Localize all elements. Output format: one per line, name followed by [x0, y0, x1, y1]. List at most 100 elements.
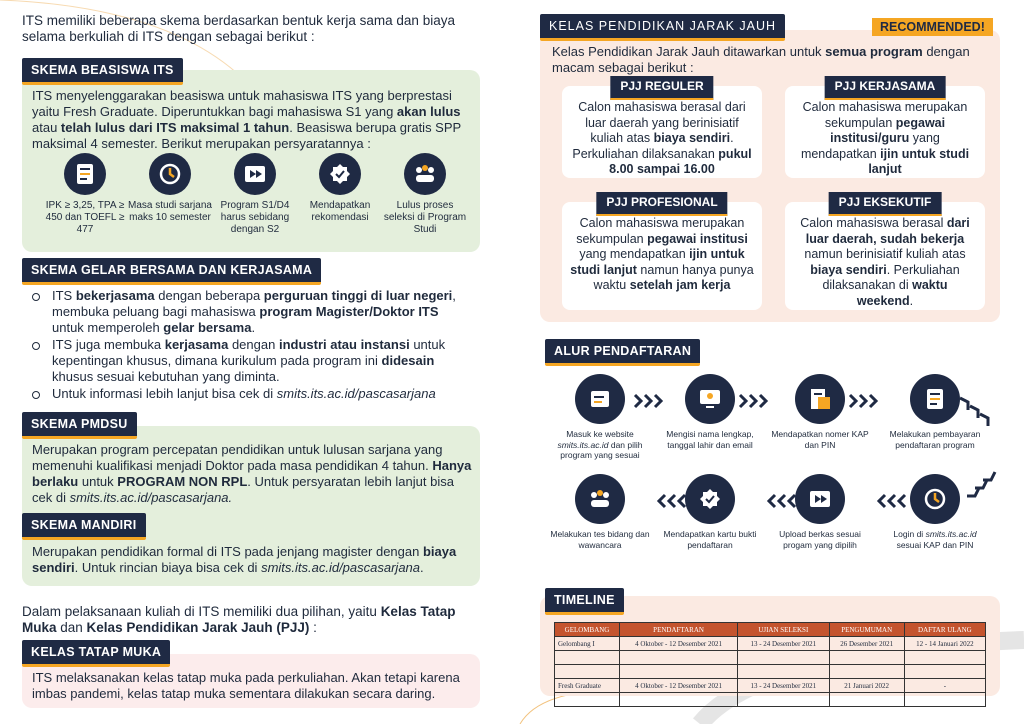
- cell: 4 Oktober - 12 Desember 2021: [619, 636, 739, 651]
- text-run: dan pilih program yang sesuai: [560, 439, 643, 461]
- card: PJJ PROFESIONAL Calon mahasiswa merupakan…: [562, 192, 762, 310]
- requirement: Program S1/D4 harus sebidang dengan S2: [213, 152, 297, 236]
- text-run: Masuk ke website: [566, 429, 634, 439]
- text-run: .: [909, 293, 914, 308]
- card-title: PJJ REGULER: [610, 76, 714, 100]
- bold-run: akan lulus: [396, 104, 461, 119]
- empty-cell: [828, 692, 905, 707]
- list-item: ITS bekerjasama dengan beberapa pergurua…: [22, 288, 472, 336]
- paragraph: Merupakan pendidikan formal di ITS pada …: [32, 544, 472, 576]
- text-run: Login di: [893, 529, 926, 539]
- bold-run: program Magister/Doktor ITS: [259, 304, 439, 319]
- requirement: IPK ≥ 3,25, TPA ≥ 450 dan TOEFL ≥ 477: [43, 152, 127, 236]
- icon: [685, 374, 735, 424]
- step-label: Login di smits.its.ac.id sesuai KAP dan …: [880, 529, 990, 550]
- list: ITS bekerjasama dengan beberapa pergurua…: [22, 288, 472, 403]
- empty-cell: [903, 692, 987, 707]
- section-label: TIMELINE: [545, 588, 624, 615]
- intro: ITS memiliki beberapa skema berdasarkan …: [22, 13, 455, 44]
- text-run: dengan: [228, 337, 279, 352]
- bold-run: kerjasama: [164, 337, 229, 352]
- step: Upload berkas sesuai progam yang dipilih: [765, 473, 875, 550]
- card-title: PJJ EKSEKUTIF: [828, 192, 942, 216]
- paragraph: Merupakan program percepatan pendidikan …: [32, 442, 472, 506]
- text-run: . Untuk persyaratan lebih lanjut bisa ce…: [32, 474, 454, 505]
- card-text: Calon mahasiswa merupakan sekumpulan peg…: [793, 100, 977, 178]
- text-run: . Perkuliahan dilaksanakan di: [822, 262, 960, 293]
- empty-cell: [737, 664, 830, 679]
- step: Masuk ke website smits.its.ac.id dan pil…: [545, 373, 655, 461]
- bold-run: didesain: [381, 353, 435, 368]
- bold-run: waktu weekend: [856, 278, 948, 308]
- icon: [404, 153, 446, 195]
- bold-run: Kelas Tatap Muka: [22, 604, 456, 635]
- row: Fresh Graduate 4 Oktober - 12 Desember 20…: [553, 678, 987, 693]
- paragraph: Dalam pelaksanaan kuliah di ITS memiliki…: [22, 604, 477, 636]
- step-label: Melakukan pembayaran pendaftaran program: [889, 429, 981, 450]
- empty-cell: [553, 664, 621, 679]
- step-label: Melakukan tes bidang dan wawancara: [550, 529, 650, 550]
- requirement: Mendapatkan rekomendasi: [298, 152, 382, 224]
- requirement: Lulus proses seleksi di Program Studi: [383, 152, 467, 236]
- bold-run: dari luar daerah, sudah bekerja: [805, 216, 970, 246]
- bold-run: semua program: [825, 44, 923, 59]
- header-cell: DAFTAR ULANG: [903, 622, 987, 637]
- bold-run: biaya sendiri: [32, 544, 457, 575]
- card-text: Calon mahasiswa merupakan sekumpulan peg…: [570, 216, 754, 294]
- bold-run: biaya sendiri: [810, 262, 887, 277]
- text-run: yang mendapatkan: [800, 131, 940, 161]
- cell: -: [903, 678, 987, 693]
- bold-run: biaya sendiri: [653, 131, 731, 145]
- text-run: Calon mahasiswa berasal dari luar daerah…: [578, 100, 746, 145]
- text-run: ITS juga membuka: [52, 337, 165, 352]
- section-label: SKEMA MANDIRI: [22, 513, 146, 540]
- text-run: Merupakan program percepatan pendidikan …: [32, 442, 443, 473]
- text-run: untuk memperoleh: [52, 320, 164, 335]
- panel: [22, 426, 480, 586]
- text-run: , membuka peluang bagi mahasiswa: [52, 288, 456, 319]
- cell: Gelombang I: [553, 636, 621, 651]
- icon: [149, 153, 191, 195]
- section-label: SKEMA BEASISWA ITS: [22, 58, 183, 85]
- text-run: Merupakan pendidikan formal di ITS pada …: [32, 544, 423, 559]
- header-cell: PENGUMUMAN: [828, 622, 905, 637]
- requirement-label: Lulus proses seleksi di Program Studi: [383, 200, 467, 235]
- italic-run: smits.its.ac.id: [557, 439, 609, 450]
- text-run: . Beasiswa berupa gratis SPP maksimal 4 …: [32, 120, 461, 151]
- italic-run: smits.its.ac.id/pascasarjana.: [69, 490, 233, 505]
- empty-cell: [619, 692, 739, 707]
- requirement-label: Program S1/D4 harus sebidang dengan S2: [220, 200, 290, 235]
- text-run: untuk: [78, 474, 118, 489]
- card: PJJ REGULER Calon mahasiswa berasal dari …: [562, 76, 762, 178]
- step: Mengisi nama lengkap, tanggal lahir dan …: [655, 373, 765, 450]
- text-run: . Perkuliahan dilaksanakan: [572, 131, 734, 161]
- text-run: untuk kepentingan khusus, dimana kurikul…: [52, 337, 446, 368]
- step-label: Mengisi nama lengkap, tanggal lahir dan …: [666, 429, 754, 450]
- empty-cell: [828, 664, 905, 679]
- empty-row: [553, 664, 987, 679]
- requirement-label: IPK ≥ 3,25, TPA ≥ 450 dan TOEFL ≥ 477: [45, 200, 125, 235]
- icon: [685, 474, 735, 524]
- text-run: Dalam pelaksanaan kuliah di ITS memiliki…: [22, 604, 381, 619]
- step-label: Mendapatkan kartu bukti pendaftaran: [663, 529, 757, 550]
- step: Login di smits.its.ac.id sesuai KAP dan …: [880, 473, 990, 550]
- empty-cell: [737, 650, 830, 665]
- icon: [64, 153, 106, 195]
- section-label: KELAS TATAP MUKA: [22, 640, 171, 667]
- paragraph: Kelas Pendidikan Jarak Jauh ditawarkan u…: [552, 44, 982, 76]
- bold-run: Hanya berlaku: [32, 458, 472, 489]
- bold-run: setelah jam kerja: [629, 278, 731, 292]
- text-run: .: [251, 320, 256, 335]
- icon: [575, 374, 625, 424]
- text-run: .: [420, 560, 424, 575]
- empty-cell: [903, 664, 987, 679]
- header-row: GELOMBANG PENDAFTARAN UJIAN SELEKSI PENGUMU…: [553, 622, 987, 637]
- step: Melakukan tes bidang dan wawancara: [545, 473, 655, 550]
- icon: [234, 153, 276, 195]
- header-cell: PENDAFTARAN: [619, 622, 739, 637]
- text-run: ITS menyelenggarakan beasiswa untuk maha…: [32, 88, 452, 119]
- bold-run: pukul 8.00 sampai 16.00: [609, 146, 752, 177]
- list-item: Untuk informasi lebih lanjut bisa cek di…: [22, 386, 472, 402]
- bold-run: ijin untuk studi lanjut: [570, 247, 745, 277]
